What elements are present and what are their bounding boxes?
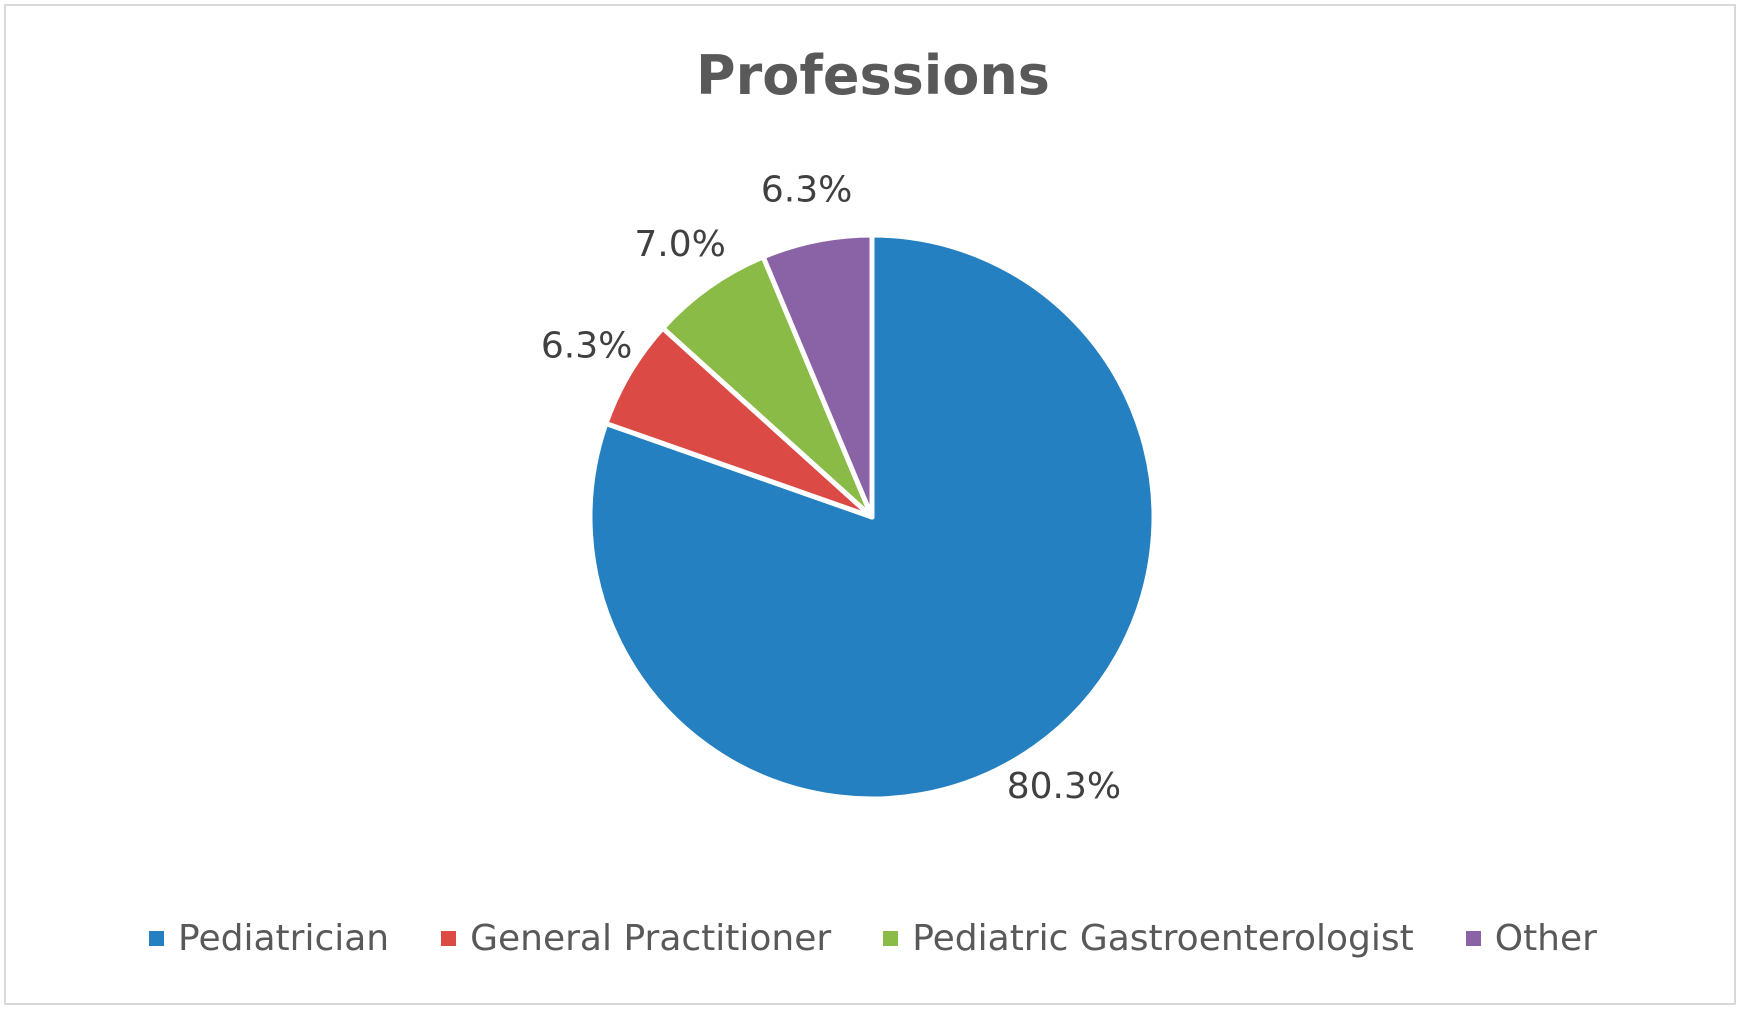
legend-swatch-2	[883, 931, 899, 946]
legend-swatch-0	[149, 931, 165, 946]
chart-title: Professions	[696, 44, 1050, 107]
data-label-2: 7.0%	[634, 224, 725, 265]
pie-slice-3	[760, 232, 875, 520]
data-label-0: 80.3%	[1007, 766, 1121, 807]
legend-label-0: Pediatrician	[178, 918, 390, 959]
legend-label-1: General Practitioner	[470, 918, 832, 959]
legend-swatch-3	[1465, 931, 1481, 946]
legend-item-1: General Practitioner	[441, 918, 831, 959]
pie-data-labels: 80.3% 6.3% 7.0% 6.3%	[541, 169, 1121, 806]
data-label-1: 6.3%	[541, 325, 632, 366]
legend-label-3: Other	[1494, 918, 1597, 959]
legend-item-3: Other	[1465, 918, 1597, 959]
legend-label-2: Pediatric Gastroenterologist	[912, 918, 1414, 959]
pie-slice-0	[587, 232, 1157, 802]
pie-slices	[587, 232, 1157, 802]
chart-legend: Pediatrician General Practitioner Pediat…	[0, 918, 1746, 959]
legend-item-2: Pediatric Gastroenterologist	[883, 918, 1414, 959]
legend-item-0: Pediatrician	[149, 918, 389, 959]
legend-swatch-1	[441, 931, 457, 946]
data-label-3: 6.3%	[761, 169, 852, 210]
